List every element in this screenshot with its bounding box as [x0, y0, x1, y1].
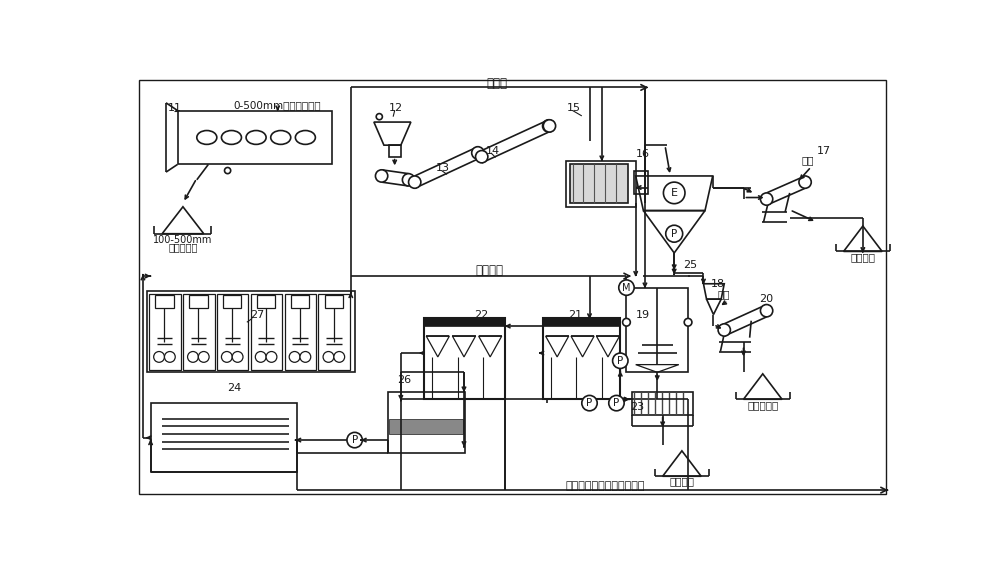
- Circle shape: [225, 168, 231, 174]
- Text: 压滤滤饼: 压滤滤饼: [669, 477, 694, 487]
- Text: 清水: 清水: [718, 289, 730, 299]
- Text: 20: 20: [759, 294, 773, 304]
- Text: 淋洗液: 淋洗液: [487, 77, 508, 90]
- Text: 原石或建渣: 原石或建渣: [168, 242, 198, 252]
- Text: P: P: [671, 229, 677, 239]
- Circle shape: [323, 352, 334, 362]
- Bar: [223, 295, 241, 308]
- Text: 21: 21: [568, 310, 582, 320]
- Circle shape: [221, 352, 232, 362]
- Circle shape: [376, 114, 382, 120]
- Circle shape: [289, 352, 300, 362]
- Circle shape: [718, 324, 730, 336]
- Circle shape: [188, 352, 198, 362]
- Bar: [151, 403, 297, 473]
- Bar: [318, 294, 350, 370]
- Circle shape: [472, 147, 484, 159]
- Text: 100-500mm: 100-500mm: [153, 235, 213, 245]
- Text: P: P: [586, 398, 593, 408]
- Circle shape: [760, 304, 773, 317]
- Text: P: P: [617, 356, 623, 366]
- Bar: [183, 294, 215, 370]
- Text: 23: 23: [630, 402, 644, 412]
- Text: 22: 22: [474, 310, 488, 320]
- Bar: [566, 161, 636, 207]
- Bar: [217, 294, 248, 370]
- Bar: [388, 391, 465, 453]
- Circle shape: [334, 352, 345, 362]
- Circle shape: [375, 170, 388, 182]
- Polygon shape: [389, 419, 463, 434]
- Text: 中块物料: 中块物料: [850, 252, 875, 262]
- Bar: [389, 145, 401, 157]
- Bar: [626, 287, 688, 372]
- Bar: [257, 295, 275, 308]
- Circle shape: [300, 352, 311, 362]
- Text: 15: 15: [566, 103, 580, 113]
- Bar: [634, 170, 648, 194]
- Text: 0-500mm待修复污染土: 0-500mm待修复污染土: [234, 100, 321, 110]
- Bar: [325, 295, 343, 308]
- Circle shape: [609, 395, 624, 411]
- Text: 12: 12: [389, 103, 403, 113]
- Circle shape: [543, 120, 555, 132]
- Text: 13: 13: [436, 163, 450, 173]
- Text: M: M: [622, 283, 631, 293]
- Circle shape: [666, 225, 683, 242]
- Bar: [570, 164, 628, 203]
- Bar: [285, 294, 316, 370]
- Circle shape: [623, 319, 630, 326]
- Circle shape: [619, 280, 634, 295]
- Text: 析出或溶出的含污染物废水: 析出或溶出的含污染物废水: [565, 481, 645, 491]
- Text: 25: 25: [683, 260, 698, 269]
- Text: E: E: [671, 188, 678, 198]
- Circle shape: [663, 182, 685, 204]
- Circle shape: [613, 353, 628, 369]
- Bar: [251, 294, 282, 370]
- Text: 11: 11: [168, 103, 182, 113]
- Text: 24: 24: [228, 383, 242, 392]
- Circle shape: [232, 352, 243, 362]
- Bar: [189, 295, 208, 308]
- Text: 26: 26: [397, 375, 411, 385]
- Bar: [149, 294, 181, 370]
- Text: 淋洗药剂: 淋洗药剂: [475, 264, 503, 277]
- Circle shape: [543, 120, 556, 132]
- Circle shape: [255, 352, 266, 362]
- Circle shape: [684, 319, 692, 326]
- Text: P: P: [613, 398, 620, 408]
- Circle shape: [582, 395, 597, 411]
- Circle shape: [347, 432, 362, 448]
- Text: 27: 27: [250, 310, 264, 320]
- Circle shape: [476, 151, 488, 163]
- Circle shape: [760, 193, 773, 205]
- Circle shape: [198, 352, 209, 362]
- Text: 18: 18: [711, 279, 725, 289]
- Text: 16: 16: [636, 149, 650, 160]
- Text: 19: 19: [636, 310, 650, 320]
- Bar: [424, 319, 505, 326]
- Text: 17: 17: [817, 147, 831, 156]
- Circle shape: [164, 352, 175, 362]
- Text: P: P: [352, 435, 358, 445]
- Circle shape: [799, 176, 811, 188]
- Bar: [155, 295, 174, 308]
- Circle shape: [266, 352, 277, 362]
- Bar: [147, 291, 355, 372]
- Circle shape: [409, 176, 421, 188]
- Bar: [291, 295, 309, 308]
- Text: 粗颗粒物料: 粗颗粒物料: [747, 400, 778, 411]
- Bar: [543, 319, 620, 399]
- Text: 清水: 清水: [801, 156, 814, 165]
- Bar: [543, 319, 620, 326]
- Text: 14: 14: [486, 147, 500, 156]
- Bar: [632, 391, 693, 415]
- Circle shape: [402, 174, 415, 186]
- Circle shape: [154, 352, 164, 362]
- Bar: [178, 111, 332, 164]
- Bar: [424, 319, 505, 399]
